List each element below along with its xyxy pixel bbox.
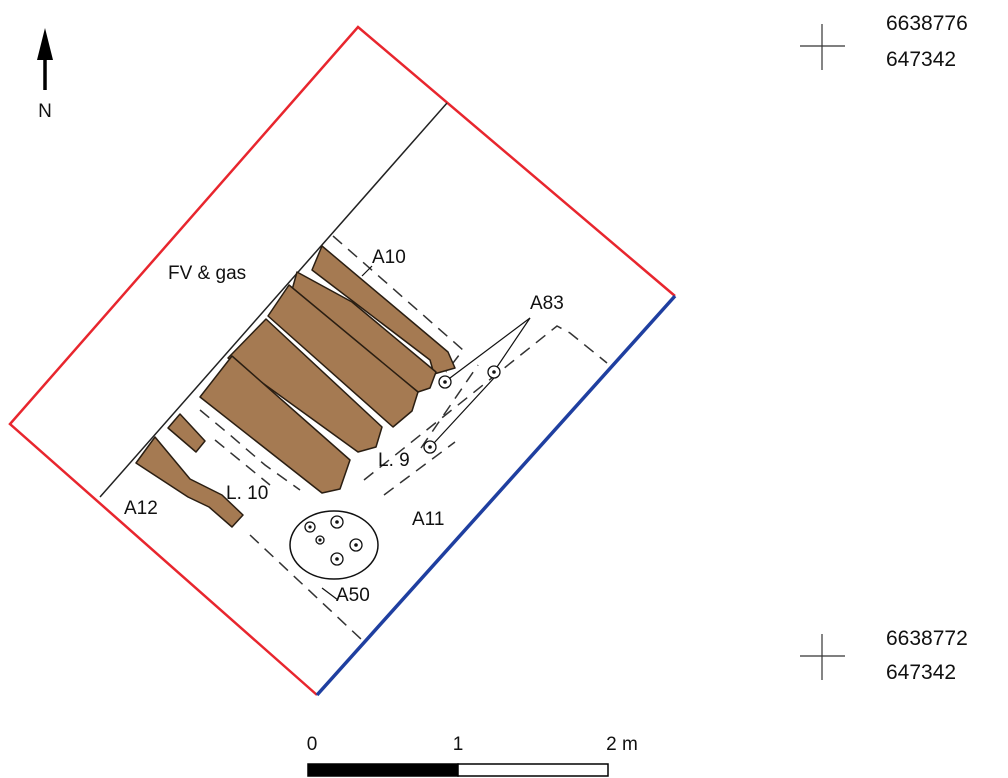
- label-fv-gas: FV & gas: [168, 263, 246, 284]
- coordinate-northing-bottom: 6638772: [886, 627, 968, 650]
- feature-stripe-3: [267, 284, 419, 428]
- scale-bar: 0 1 2 m: [307, 734, 638, 777]
- coordinate-marker-top: 6638776 647342: [800, 12, 968, 71]
- scale-tick-0: 0: [307, 734, 318, 755]
- l10-small-feature: [167, 413, 206, 453]
- l10-dashed-outline-lower: [214, 439, 271, 486]
- posthole-center: [308, 525, 312, 529]
- a50-feature: [289, 510, 379, 580]
- brown-features: [135, 245, 456, 528]
- label-l9: L. 9: [378, 450, 410, 471]
- a50-posthole-centers: [308, 520, 358, 561]
- fv-gas-limit-line: [99, 102, 448, 498]
- north-arrow-head: [37, 28, 53, 60]
- label-a10: A10: [372, 247, 406, 268]
- a50-outline: [289, 510, 379, 580]
- label-a50: A50: [336, 585, 370, 606]
- feature-stripe-4: [227, 318, 383, 453]
- posthole-center: [318, 538, 322, 542]
- feature-stripe-5: [199, 355, 351, 494]
- leader-lines: [321, 265, 531, 601]
- a11-dashed-outline-lower: [383, 441, 456, 496]
- posthole-center: [443, 380, 447, 384]
- coordinate-marker-bottom: 6638772 647342: [800, 627, 968, 684]
- l9-dashed-line: [420, 364, 479, 449]
- coordinate-easting-top: 647342: [886, 48, 956, 71]
- a83-postholes: [423, 365, 501, 454]
- l10-dashed-outline: [199, 409, 301, 491]
- excavation-limit-blue: [315, 294, 677, 697]
- a10-leader: [361, 265, 373, 277]
- coordinate-easting-bottom: 647342: [886, 661, 956, 684]
- scale-bar-segment-black: [307, 763, 459, 777]
- label-a11: A11: [412, 509, 444, 530]
- cross-icon: [800, 634, 845, 680]
- posthole-center: [335, 520, 339, 524]
- excavation-boundary: [8, 25, 676, 696]
- north-arrow: N: [37, 28, 53, 122]
- a12-dashed-line: [249, 534, 363, 641]
- scale-tick-2: 2 m: [606, 734, 638, 755]
- a50-postholes: [304, 515, 363, 566]
- scale-tick-1: 1: [453, 734, 464, 755]
- a83-posthole-centers: [428, 370, 496, 449]
- posthole-center: [354, 543, 358, 547]
- a11-dashed-outline: [363, 325, 608, 481]
- posthole-center: [335, 557, 339, 561]
- north-label: N: [38, 101, 52, 122]
- label-l10: L. 10: [226, 483, 268, 504]
- cross-icon: [800, 24, 845, 70]
- posthole-center: [428, 445, 432, 449]
- coordinate-northing-top: 6638776: [886, 12, 968, 35]
- label-a12: A12: [124, 498, 158, 519]
- a50-leader: [321, 587, 339, 601]
- l9-leader: [433, 377, 495, 444]
- label-a83: A83: [530, 293, 564, 314]
- scale-bar-segment-white: [457, 763, 609, 777]
- a83-leader-2: [496, 317, 531, 368]
- a12-feature: [135, 436, 244, 528]
- posthole-center: [492, 370, 496, 374]
- a83-leader-1: [449, 317, 531, 379]
